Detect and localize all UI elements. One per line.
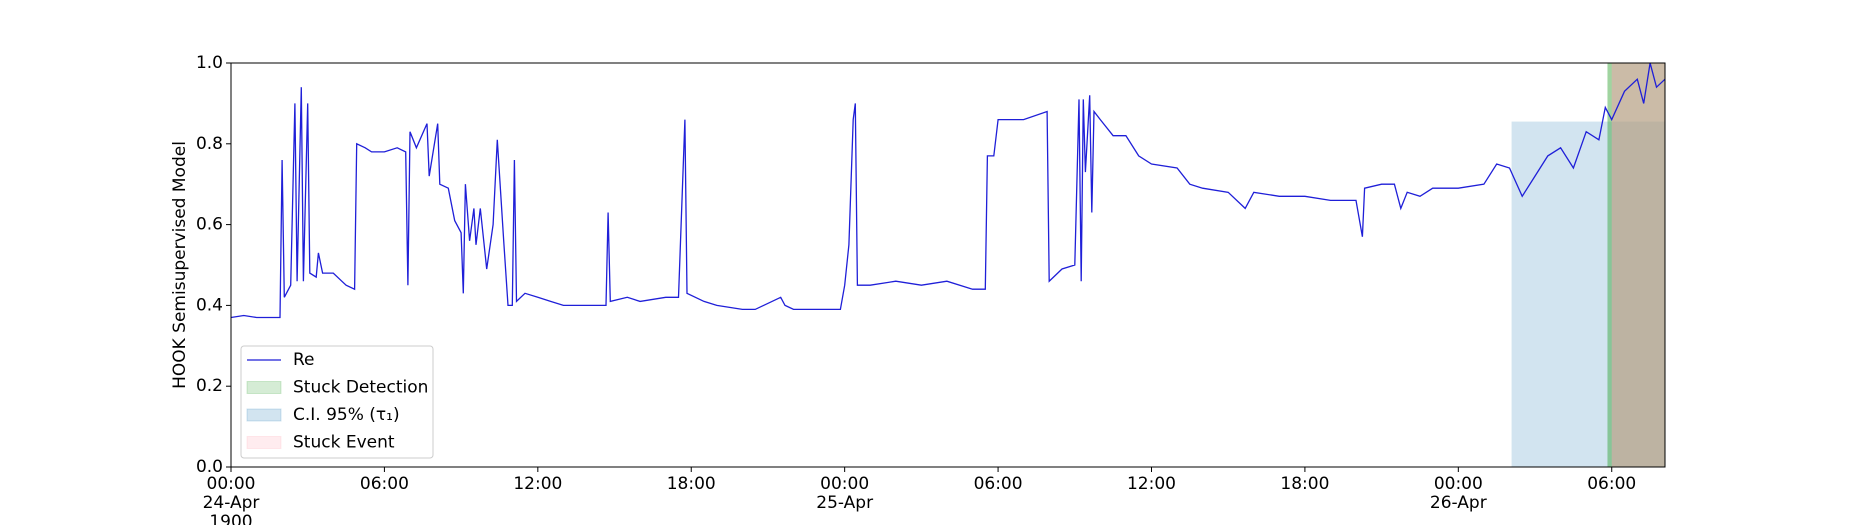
legend-patch [246,381,282,394]
legend-patch [246,436,282,449]
y-tick-label: 0.2 [196,376,223,396]
data-line [230,62,1666,319]
y-tick-label: 0.6 [196,215,223,235]
x-tick-label: 12:00 [1127,474,1176,494]
span [1611,63,1665,467]
x-tick-label: 00:00 25-Apr [816,474,873,513]
x-tick-label: 18:00 [1280,474,1329,494]
legend-box [240,345,434,459]
x-tick-label: 12:00 [513,474,562,494]
legend-label: Stuck Detection [293,378,428,398]
y-tick-label: 0.8 [196,134,223,154]
x-tick-label: 18:00 [667,474,716,494]
span [1511,121,1665,467]
plot-frame [230,62,1666,468]
x-tick-label: 00:00 26-Apr [1430,474,1487,513]
legend-label: Stuck Event [293,433,395,453]
y-tick-label: 0.4 [196,295,223,315]
legend-label: C.I. 95% (τ₁) [293,405,400,425]
legend-patch [246,408,282,422]
x-tick-label: 06:00 [1587,474,1636,494]
y-axis-label: HOOK Semisupervised Model [170,141,190,389]
x-tick-label: 06:00 [360,474,409,494]
y-tick-label: 0.0 [196,457,223,477]
x-tick-label: 06:00 [974,474,1023,494]
x-tick-label: 00:00 24-Apr 1900 [203,474,260,525]
span [1607,63,1665,467]
legend-label: Re [293,350,315,370]
y-tick-label: 1.0 [196,53,223,73]
